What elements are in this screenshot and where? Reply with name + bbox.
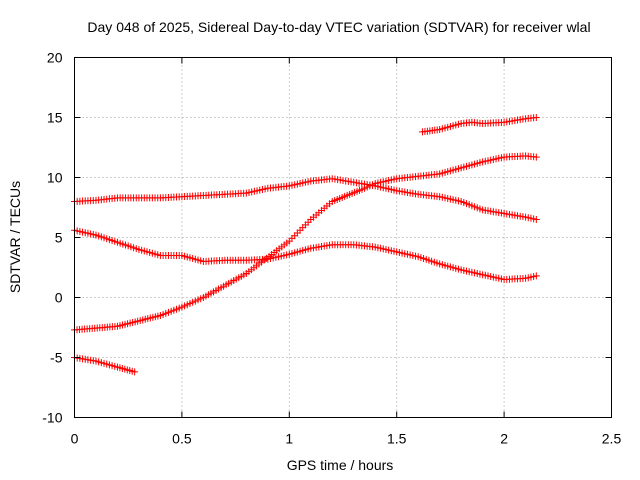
y-tick-label: -10 [42,410,62,426]
chart-title: Day 048 of 2025, Sidereal Day-to-day VTE… [87,19,590,35]
x-tick-label: 1.5 [387,431,407,447]
y-tick-label: -5 [50,350,63,366]
data-series [71,114,540,376]
series-arc-1 [71,354,139,376]
x-tick-label: 0.5 [172,431,192,447]
series-arc-2 [71,152,540,334]
y-tick-label: 10 [47,170,63,186]
y-tick-label: 0 [55,290,63,306]
x-tick-label: 0 [71,431,79,447]
data-point [532,216,540,223]
x-tick-label: 1 [285,431,293,447]
y-axis-title: SDTVAR / TECUs [7,181,23,293]
series-arc-5 [418,114,540,136]
y-tick-label: 5 [55,230,63,246]
data-point [532,272,540,280]
y-tick-label: 15 [47,110,63,126]
data-point [532,114,540,121]
grid [74,57,612,418]
y-tick-label: 20 [47,50,63,66]
series-arc-4 [71,226,540,283]
axis-ticks: 0 0.5 1 1.5 2 2.5 -10 -5 0 5 10 15 20 [42,50,621,447]
x-tick-label: 2 [500,431,508,447]
series-arc-3 [71,175,540,223]
data-point [532,153,540,161]
data-point [131,368,139,376]
x-axis-title: GPS time / hours [287,457,394,473]
x-tick-label: 2.5 [602,431,622,447]
